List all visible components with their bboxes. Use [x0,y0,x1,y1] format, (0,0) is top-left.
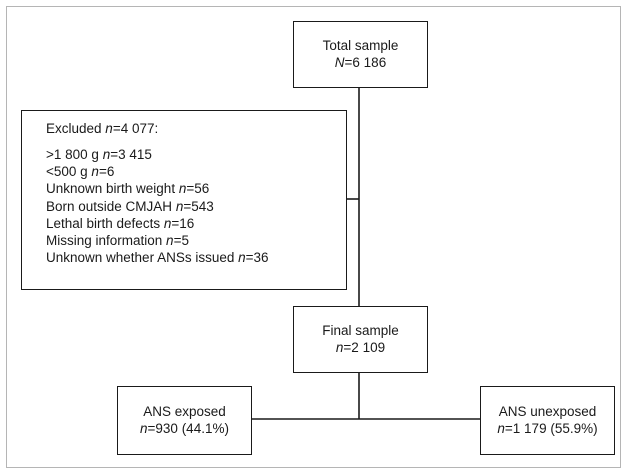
excluded-box: Excluded n=4 077: >1 800 g n=3 415 <500 … [21,110,347,290]
ans-unexposed-title: ANS unexposed [498,404,597,419]
excluded-reason: Born outside CMJAH n=543 [46,198,214,214]
excluded-reason: Lethal birth defects n=16 [46,215,195,231]
ans-unexposed-box: ANS unexposed n=1 179 (55.9%) [480,386,615,455]
final-sample-count: n=2 109 [335,340,386,355]
excluded-reason: Unknown birth weight n=56 [46,181,210,197]
final-sample-box: Final sample n=2 109 [293,306,428,373]
total-sample-title: Total sample [322,38,399,53]
ans-exposed-title: ANS exposed [143,404,226,419]
excluded-reasons-list: >1 800 g n=3 415 <500 g n=6 Unknown birt… [46,146,346,266]
excluded-reason: >1 800 g n=3 415 [46,147,152,162]
excluded-reason: Unknown whether ANSs issued n=36 [46,250,269,266]
total-sample-count: N=6 186 [334,55,387,70]
figure-frame [6,6,621,468]
excluded-reason: Missing information n=5 [46,233,189,249]
final-sample-title: Final sample [322,323,399,338]
ans-unexposed-count: n=1 179 (55.9%) [497,421,598,436]
total-sample-box: Total sample N=6 186 [293,21,428,88]
excluded-heading: Excluded n=4 077: [46,121,159,136]
excluded-reason: <500 g n=6 [46,164,115,180]
ans-exposed-box: ANS exposed n=930 (44.1%) [117,386,252,455]
ans-exposed-count: n=930 (44.1%) [140,421,229,436]
